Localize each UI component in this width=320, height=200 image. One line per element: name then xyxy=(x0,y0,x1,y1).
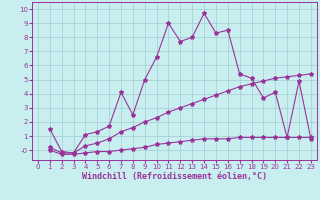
X-axis label: Windchill (Refroidissement éolien,°C): Windchill (Refroidissement éolien,°C) xyxy=(82,172,267,181)
